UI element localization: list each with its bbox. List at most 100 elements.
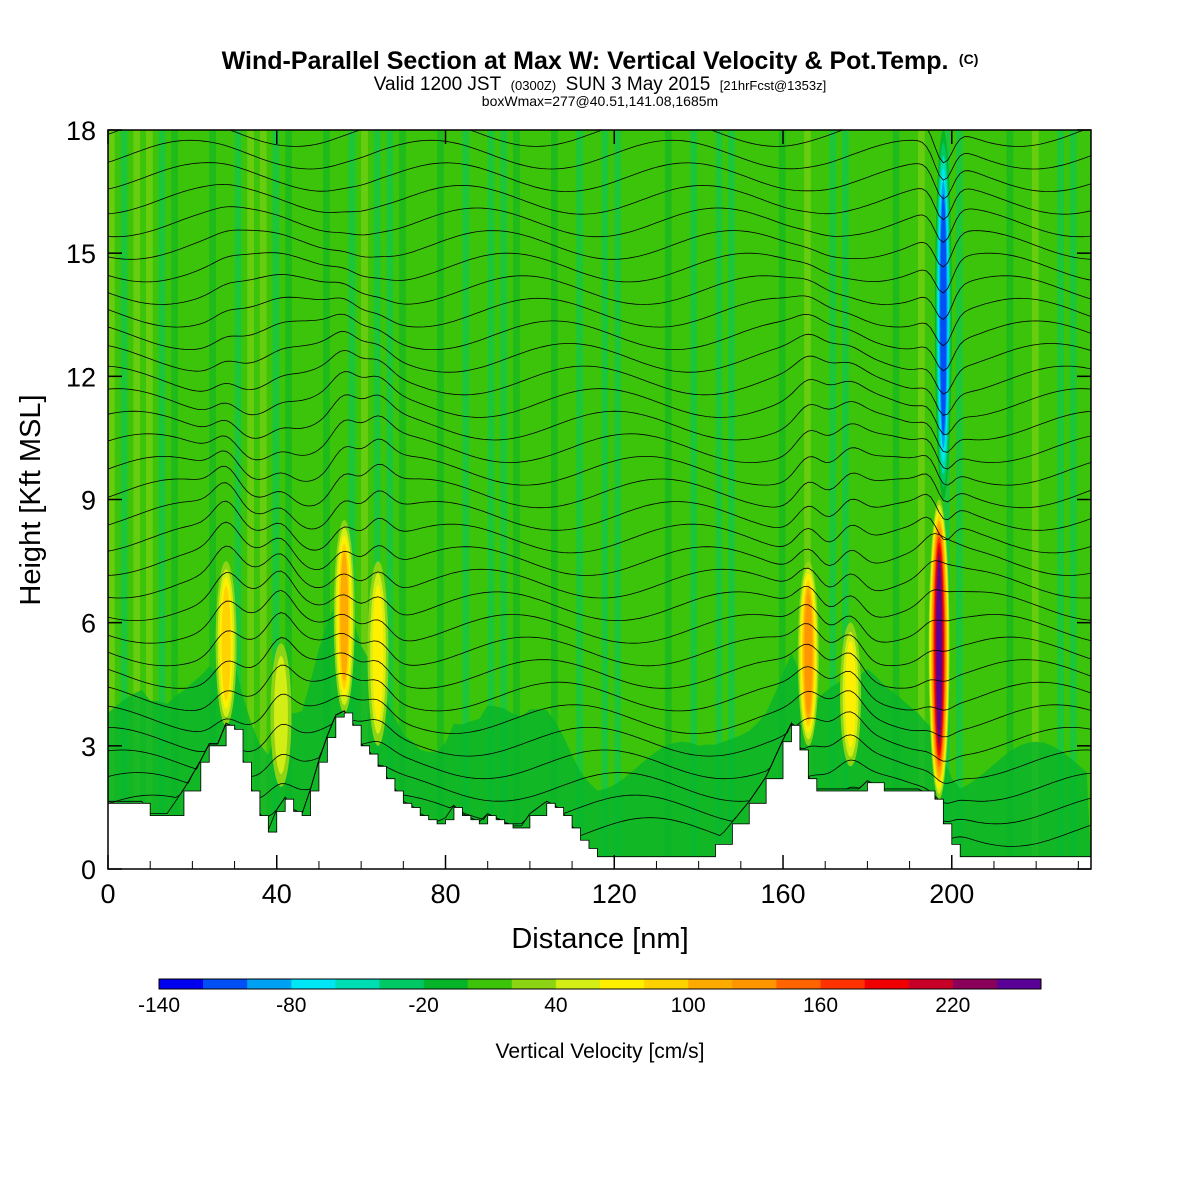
theta-contour <box>108 637 1091 689</box>
theta-contour <box>108 415 1091 470</box>
updraft-core-level <box>274 656 288 774</box>
subtitle-forecast: [21hrFcst@1353z] <box>720 78 826 93</box>
velocity-cores <box>215 130 952 800</box>
velocity-band <box>323 130 330 869</box>
theta-contour <box>108 710 1091 784</box>
velocity-band <box>601 130 609 869</box>
velocity-band <box>1057 130 1064 869</box>
velocity-band <box>272 130 280 869</box>
velocity-band <box>120 130 128 869</box>
velocity-band <box>285 130 292 869</box>
chart-title: Wind-Parallel Section at Max W: Vertical… <box>222 47 979 75</box>
velocity-band <box>778 130 786 869</box>
theta-contour <box>108 545 1091 599</box>
velocity-band <box>234 130 242 869</box>
velocity-band <box>943 130 951 869</box>
x-axis-label: Distance [nm] <box>511 923 688 955</box>
colorbar-swatch <box>732 979 777 989</box>
theta-contour <box>108 394 1091 453</box>
x-axis: 0 40 80 120 160 200 <box>100 130 1079 909</box>
colorbar-swatch <box>908 979 954 989</box>
colorbar-swatch <box>467 979 513 989</box>
colorbar-swatch <box>555 979 601 989</box>
colorbar-swatch <box>820 979 865 989</box>
colorbar-swatch <box>600 979 645 989</box>
theta-contour <box>108 274 1091 320</box>
colorbar-tick-label: 40 <box>544 994 567 1017</box>
velocity-band <box>386 130 394 869</box>
plot-area <box>108 130 1091 869</box>
y-tick-label: 18 <box>66 116 96 146</box>
theta-contour <box>108 438 1091 486</box>
colorbar-tick-label: 220 <box>935 994 970 1017</box>
theta-contour <box>108 162 1091 200</box>
colorbar-tick-label: 100 <box>671 994 706 1017</box>
theta-contour <box>108 295 1091 347</box>
x-tick-label: 200 <box>929 879 974 909</box>
y-tick-label: 6 <box>81 609 96 639</box>
theta-contour <box>108 589 1091 644</box>
velocity-band <box>437 130 444 869</box>
colorbar-ticks: -140 -80 -20 40 100 160 220 <box>138 994 970 1017</box>
colorbar-swatch <box>952 979 998 989</box>
chart-subtitle: Valid 1200 JST (0300Z) SUN 3 May 2015 [2… <box>374 74 826 95</box>
colorbar-swatch <box>291 979 336 989</box>
subtitle-boxwmax: boxWmax=277@40.51,141.08,1685m <box>482 93 718 109</box>
subtitle-valid: Valid 1200 JST <box>374 74 502 95</box>
colorbar-swatch <box>511 979 557 989</box>
velocity-band <box>171 130 179 869</box>
velocity-band <box>158 130 166 869</box>
theta-contour <box>108 710 1091 804</box>
velocity-band <box>259 130 267 869</box>
y-tick-label: 15 <box>66 239 96 269</box>
y-axis: 0 3 6 9 12 15 18 <box>66 116 1091 885</box>
colorbar-swatch <box>379 979 424 989</box>
title-copyright: (C) <box>959 51 978 67</box>
theta-contour <box>108 690 1091 738</box>
velocity-band <box>690 130 697 869</box>
colorbar <box>158 978 1042 990</box>
velocity-band <box>1031 130 1039 869</box>
theta-contour <box>108 313 1091 372</box>
colorbar-tick-label: -20 <box>408 994 438 1017</box>
colorbar-swatch <box>996 979 1042 989</box>
theta-contour <box>108 139 1091 181</box>
velocity-band <box>918 130 925 869</box>
colorbar-label: Vertical Velocity [cm/s] <box>496 1040 705 1063</box>
theta-contour <box>108 206 1091 243</box>
velocity-band <box>550 130 558 869</box>
velocity-band <box>247 130 254 869</box>
colorbar-swatch <box>644 979 689 989</box>
subtitle-zulu: (0300Z) <box>511 78 557 93</box>
x-tick-label: 0 <box>100 879 115 909</box>
theta-contour <box>108 229 1091 268</box>
theta-contour <box>108 664 1091 712</box>
theta-contour <box>108 252 1091 294</box>
x-tick-label: 80 <box>430 879 460 909</box>
colorbar-swatch <box>159 979 204 989</box>
velocity-band <box>513 130 520 869</box>
downdraft-core-level <box>940 193 947 436</box>
velocity-band <box>804 130 811 869</box>
velocity-band <box>133 130 141 869</box>
theta-contour <box>108 570 1091 621</box>
theta-contour <box>108 710 1091 762</box>
velocity-band <box>715 130 723 869</box>
velocity-band <box>348 130 356 869</box>
colorbar-tick-label: -80 <box>276 994 306 1017</box>
x-tick-label: 120 <box>592 879 637 909</box>
y-axis-label: Height [Kft MSL] <box>15 394 47 605</box>
theta-contour <box>108 612 1091 667</box>
velocity-band <box>576 130 584 869</box>
terrain-mask <box>108 712 1091 869</box>
updraft-core-level <box>936 558 942 740</box>
colorbar-swatch <box>864 979 909 989</box>
theta-contour <box>108 463 1091 509</box>
velocity-band <box>145 130 153 869</box>
theta-contour <box>108 371 1091 435</box>
velocity-band <box>500 130 508 869</box>
velocity-band <box>664 130 672 869</box>
updraft-core-level <box>340 551 349 682</box>
y-tick-label: 3 <box>81 732 96 762</box>
